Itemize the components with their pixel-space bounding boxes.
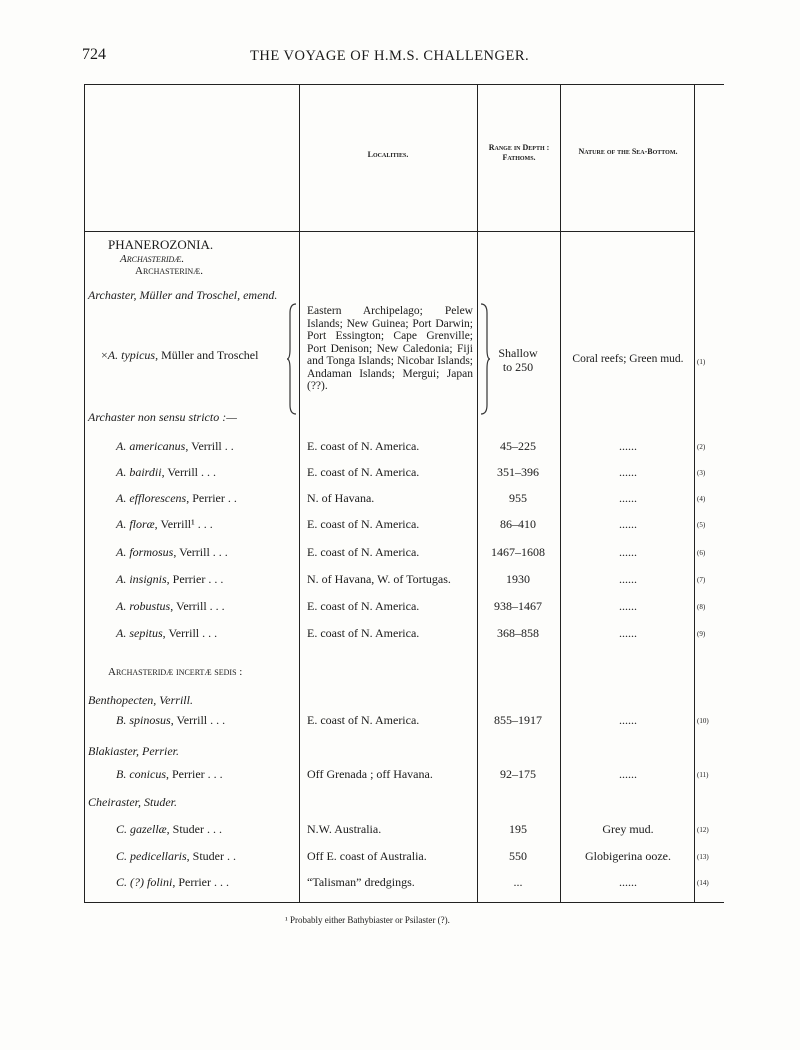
species-name: A. formosus, Verrill . . . xyxy=(116,545,228,559)
sea-bottom: ...... xyxy=(619,465,637,479)
depth-range: 855–1917 xyxy=(494,713,542,727)
locality: N. of Havana. xyxy=(307,491,375,505)
running-head: THE VOYAGE OF H.M.S. CHALLENGER. xyxy=(250,48,530,64)
depth-range: 351–396 xyxy=(497,465,539,479)
sea-bottom: ...... xyxy=(619,545,637,559)
locality: E. coast of N. America. xyxy=(307,465,420,479)
row-note: (7) xyxy=(697,576,706,584)
species-name: C. pedicellaris, Studer . . xyxy=(116,849,237,863)
typicus-localities: Eastern Archipelago; Pelew Islands; New … xyxy=(307,305,473,392)
locality: Off Grenada ; off Havana. xyxy=(307,767,433,781)
species-name: B. spinosus, Verrill . . . xyxy=(116,713,226,727)
species-name: A. robustus, Verrill . . . xyxy=(116,599,225,613)
depth-range: 45–225 xyxy=(500,439,536,453)
col-rule xyxy=(560,84,562,902)
incertae-heading: Archasteridæ incertæ sedis : xyxy=(108,666,243,678)
sea-bottom: ...... xyxy=(619,713,637,727)
page-number: 724 xyxy=(82,46,106,63)
right-brace xyxy=(480,303,491,415)
row-note: (14) xyxy=(697,879,709,887)
subfamily-heading: Archasterinæ. xyxy=(135,265,204,277)
species-typicus: ×A. typicus, Müller and Troschel xyxy=(101,348,259,362)
species-name: A. efflorescens, Perrier . . xyxy=(116,491,237,505)
species-name: A. floræ, Verrill¹ . . . xyxy=(116,517,213,531)
row-note: (5) xyxy=(697,521,706,529)
col-rule xyxy=(84,84,86,902)
depth-range: 1930 xyxy=(506,572,530,586)
typicus-depth: Shallow to 250 xyxy=(498,346,538,374)
col-rule xyxy=(299,84,301,902)
locality: E. coast of N. America. xyxy=(307,439,420,453)
header-localities: Localities. xyxy=(367,150,409,159)
species-name: B. conicus, Perrier . . . xyxy=(116,767,223,781)
row-note: (9) xyxy=(697,630,706,638)
depth-range: 550 xyxy=(509,849,527,863)
footnote: ¹ Probably either Bathybiaster or Psilas… xyxy=(285,915,450,925)
depth-range: 92–175 xyxy=(500,767,536,781)
species-name: C. (?) folini, Perrier . . . xyxy=(116,875,229,889)
table-top-rule xyxy=(84,84,724,86)
left-brace xyxy=(286,303,297,415)
row-note: (3) xyxy=(697,469,706,477)
genus-subheading: Archaster non sensu stricto :— xyxy=(88,410,237,424)
sea-bottom: ...... xyxy=(619,875,637,889)
depth-range: 368–858 xyxy=(497,626,539,640)
typicus-bottom: Coral reefs; Green mud. xyxy=(572,353,684,365)
locality: E. coast of N. America. xyxy=(307,626,420,640)
header-bottom: Nature of the Sea-Bottom. xyxy=(578,147,678,156)
species-name: A. sepitus, Verrill . . . xyxy=(116,626,218,640)
sea-bottom: Globigerina ooze. xyxy=(585,849,671,863)
species-name: A. bairdii, Verrill . . . xyxy=(116,465,217,479)
header-rule xyxy=(84,231,694,233)
genus-heading: Benthopecten, Verrill. xyxy=(88,693,193,707)
header-depth: Range in Depth : Fathoms. xyxy=(488,143,550,162)
locality: E. coast of N. America. xyxy=(307,545,420,559)
genus-heading: Archaster, Müller and Troschel, emend. xyxy=(88,288,278,302)
row-note: (6) xyxy=(697,549,706,557)
sea-bottom: ...... xyxy=(619,626,637,640)
row-note: (10) xyxy=(697,717,709,725)
depth-range: 195 xyxy=(509,822,527,836)
row-note: (11) xyxy=(697,771,709,779)
genus-heading: Blakiaster, Perrier. xyxy=(88,744,179,758)
order-heading: PHANEROZONIA. xyxy=(108,237,214,252)
sea-bottom: ...... xyxy=(619,439,637,453)
locality: N. of Havana, W. of Tortugas. xyxy=(307,572,451,586)
sea-bottom: ...... xyxy=(619,491,637,505)
depth-range: ... xyxy=(513,875,523,889)
typicus-note: (1) xyxy=(697,358,706,366)
locality: Off E. coast of Australia. xyxy=(307,849,427,863)
genus-heading: Cheiraster, Studer. xyxy=(88,795,178,809)
sea-bottom: ...... xyxy=(619,517,637,531)
sea-bottom: ...... xyxy=(619,572,637,586)
col-rule xyxy=(694,84,696,902)
species-name: A. insignis, Perrier . . . xyxy=(116,572,224,586)
depth-range: 86–410 xyxy=(500,517,536,531)
family-heading: Archasteridæ. xyxy=(120,253,185,265)
row-note: (12) xyxy=(697,826,709,834)
locality: “Talisman” dredgings. xyxy=(307,875,415,889)
row-note: (13) xyxy=(697,853,709,861)
depth-range: 1467–1608 xyxy=(491,545,545,559)
row-note: (8) xyxy=(697,603,706,611)
locality: E. coast of N. America. xyxy=(307,599,420,613)
locality: E. coast of N. America. xyxy=(307,517,420,531)
row-note: (4) xyxy=(697,495,706,503)
table-bottom-rule xyxy=(84,902,724,904)
locality: E. coast of N. America. xyxy=(307,713,420,727)
depth-range: 938–1467 xyxy=(494,599,542,613)
sea-bottom: Grey mud. xyxy=(602,822,654,836)
row-note: (2) xyxy=(697,443,706,451)
species-name: C. gazellæ, Studer . . . xyxy=(116,822,223,836)
col-rule xyxy=(477,84,479,902)
depth-range: 955 xyxy=(509,491,527,505)
locality: N.W. Australia. xyxy=(307,822,382,836)
sea-bottom: ...... xyxy=(619,599,637,613)
sea-bottom: ...... xyxy=(619,767,637,781)
species-name: A. americanus, Verrill . . xyxy=(116,439,234,453)
